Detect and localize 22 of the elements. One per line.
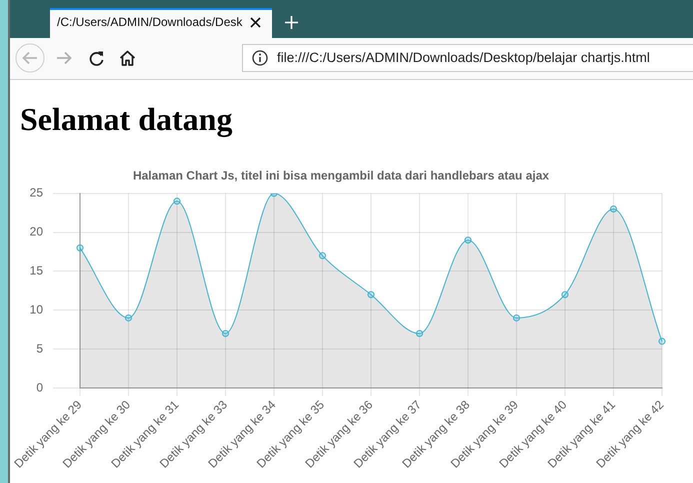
text: /C:/Users/ADMIN/Downloads/Desk: [57, 14, 242, 30]
chart-title: Selamat datang: [20, 101, 232, 137]
point: [513, 314, 520, 322]
point: [174, 198, 180, 205]
point: [319, 252, 326, 260]
y-tick-label: 25: [30, 186, 44, 200]
y-tick-label: 15: [30, 264, 44, 278]
point: [464, 236, 472, 244]
y-tick-label: 0: [36, 380, 44, 394]
point: [368, 291, 374, 298]
point: [562, 291, 568, 298]
chart-subtitle: Halaman Chart Js, titel ini bisa mengambil data dari handlebars atau ajax: [132, 168, 550, 183]
point: [222, 330, 229, 338]
y-tick-label: 5: [36, 341, 44, 356]
text: file:///C:/Users/ADMIN/Downloads/Desktop/belajar chartjs.html: [277, 50, 650, 66]
y-tick-label: 10: [30, 302, 44, 316]
y-tick-label: 20: [30, 224, 44, 239]
point: [416, 330, 423, 338]
point: [658, 338, 666, 345]
point: [76, 244, 84, 252]
point: [125, 314, 132, 322]
point: [610, 205, 617, 212]
